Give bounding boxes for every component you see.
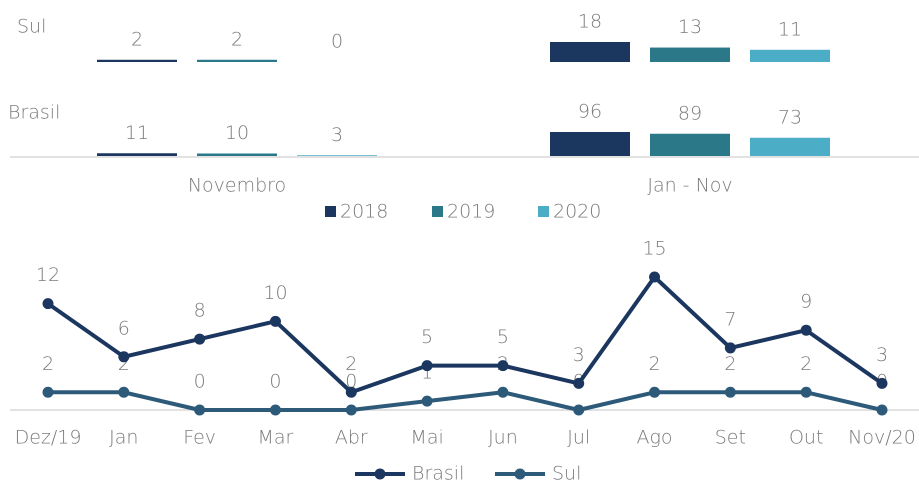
x-tick-label: Mar bbox=[258, 427, 294, 449]
marker bbox=[118, 351, 130, 363]
x-tick-label: Mai bbox=[410, 427, 443, 449]
marker bbox=[724, 342, 736, 354]
data-label: 2 bbox=[724, 353, 736, 375]
data-label: 10 bbox=[263, 282, 287, 304]
legend-marker bbox=[374, 468, 386, 480]
data-label: 96 bbox=[578, 101, 602, 123]
bar bbox=[97, 153, 177, 156]
marker bbox=[345, 386, 357, 398]
data-label: 2 bbox=[42, 353, 54, 375]
marker bbox=[724, 386, 736, 398]
marker bbox=[42, 298, 54, 310]
x-tick-label: Jun bbox=[488, 427, 518, 449]
marker bbox=[573, 404, 585, 416]
marker bbox=[421, 395, 433, 407]
marker bbox=[269, 315, 281, 327]
x-tick-label: Fev bbox=[183, 427, 216, 449]
bar bbox=[750, 49, 830, 62]
bar bbox=[97, 59, 177, 62]
legend-label: 2019 bbox=[447, 201, 495, 223]
x-tick-label: Dez/19 bbox=[15, 427, 82, 449]
bar bbox=[297, 155, 377, 156]
row-label: Brasil bbox=[8, 102, 60, 124]
marker bbox=[497, 360, 509, 372]
bar bbox=[197, 59, 277, 62]
data-label: 2 bbox=[345, 353, 357, 375]
x-tick-label: Jan bbox=[109, 427, 138, 449]
legend-swatch bbox=[432, 206, 443, 217]
group-label: Novembro bbox=[188, 175, 286, 197]
legend-label: Sul bbox=[552, 463, 581, 482]
data-label: 11 bbox=[125, 122, 149, 144]
marker bbox=[573, 377, 585, 389]
legend-swatch bbox=[325, 206, 336, 217]
legend-label: 2020 bbox=[553, 201, 601, 223]
x-tick-label: Set bbox=[715, 427, 746, 449]
data-label: 6 bbox=[118, 317, 130, 339]
data-label: 18 bbox=[578, 11, 602, 33]
bar bbox=[750, 137, 830, 156]
data-label: 2 bbox=[131, 28, 143, 50]
marker bbox=[194, 404, 206, 416]
marker bbox=[345, 404, 357, 416]
data-label: 12 bbox=[36, 264, 60, 286]
data-label: 15 bbox=[642, 238, 666, 260]
marker bbox=[876, 404, 888, 416]
marker bbox=[497, 386, 509, 398]
legend-label: 2018 bbox=[340, 201, 388, 223]
data-label: 11 bbox=[778, 18, 802, 40]
data-label: 8 bbox=[194, 300, 206, 322]
data-label: 5 bbox=[497, 326, 509, 348]
x-tick-label: Nov/20 bbox=[848, 427, 916, 449]
bar bbox=[550, 42, 630, 62]
x-tick-label: Out bbox=[789, 427, 823, 449]
data-label: 73 bbox=[778, 106, 802, 128]
data-label: 2 bbox=[800, 353, 812, 375]
data-label: 2 bbox=[648, 353, 660, 375]
data-label: 3 bbox=[876, 344, 888, 366]
data-label: 3 bbox=[331, 124, 343, 146]
bar bbox=[650, 133, 730, 156]
bar bbox=[197, 153, 277, 156]
data-label: 5 bbox=[421, 326, 433, 348]
line bbox=[46, 275, 884, 395]
marker bbox=[118, 386, 130, 398]
group-label: Jan - Nov bbox=[647, 175, 732, 197]
data-label: 9 bbox=[800, 291, 812, 313]
row-label: Sul bbox=[17, 16, 46, 38]
marker bbox=[42, 386, 54, 398]
x-tick-label: Abr bbox=[335, 427, 368, 449]
data-label: 3 bbox=[573, 344, 585, 366]
data-label: 10 bbox=[225, 122, 249, 144]
marker bbox=[269, 404, 281, 416]
marker bbox=[800, 386, 812, 398]
bar bbox=[550, 132, 630, 156]
data-label: 2 bbox=[231, 28, 243, 50]
marker bbox=[800, 324, 812, 336]
marker bbox=[876, 377, 888, 389]
legend-marker bbox=[514, 468, 526, 480]
x-tick-label: Ago bbox=[637, 427, 673, 449]
legend-label: Brasil bbox=[412, 463, 464, 482]
marker bbox=[649, 271, 661, 283]
marker bbox=[194, 333, 206, 345]
data-label: 0 bbox=[269, 371, 281, 393]
data-label: 13 bbox=[678, 16, 702, 38]
data-label: 7 bbox=[724, 308, 736, 330]
x-tick-label: Jul bbox=[567, 427, 590, 449]
legend-swatch bbox=[538, 206, 549, 217]
marker bbox=[421, 360, 433, 372]
data-label: 89 bbox=[678, 102, 702, 124]
data-label: 0 bbox=[331, 31, 343, 53]
bar bbox=[650, 47, 730, 62]
marker bbox=[649, 386, 661, 398]
line bbox=[48, 390, 883, 412]
data-label: 0 bbox=[194, 371, 206, 393]
